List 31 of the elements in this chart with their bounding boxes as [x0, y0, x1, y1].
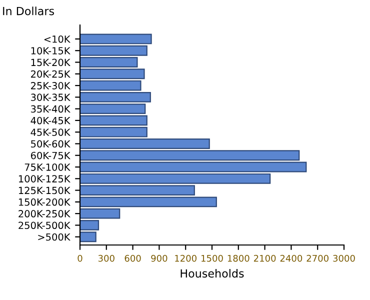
x-tick-label: 1800 — [228, 254, 250, 262]
x-tick-label: 300 — [98, 254, 114, 262]
y-tick-label: 150K-200K — [18, 198, 70, 206]
y-tick-label: 200K-250K — [18, 210, 70, 218]
x-tick-label: 600 — [124, 254, 141, 262]
x-tick-label: 2700 — [306, 254, 328, 262]
x-tick-label: 2100 — [254, 254, 276, 262]
y-tick-label: 100K-125K — [18, 175, 70, 182]
y-tick-label: 10K-15K — [31, 47, 70, 54]
y-tick-label: 20K-25K — [31, 70, 70, 78]
x-tick-label: 1200 — [175, 254, 196, 262]
y-tick-label: 30K-35K — [31, 94, 70, 101]
y-tick-label: 125K-150K — [18, 186, 70, 194]
x-tick-label: 1500 — [202, 254, 223, 262]
y-tick-label: 35K-40K — [31, 105, 70, 113]
y-tick-label: >500K — [38, 233, 70, 241]
x-tick-label: 3000 — [333, 254, 355, 262]
y-tick-label: 50K-60K — [31, 140, 70, 148]
y-tick-label: 75K-100K — [24, 163, 70, 171]
y-tick-label: 25K-30K — [31, 82, 70, 90]
y-tick-label: 40K-45K — [30, 116, 70, 124]
y-tick-label: 60K-75K — [30, 152, 70, 160]
y-axis-title: In Dollars — [3, 6, 54, 16]
y-tick-label: 250K-500K — [18, 222, 70, 230]
x-axis-title: Households — [180, 269, 244, 278]
x-tick-label: 900 — [151, 254, 168, 262]
y-tick-label: 15K-20K — [31, 58, 70, 66]
y-tick-label: <10K — [44, 35, 70, 43]
y-tick-label: 45K-50K — [30, 128, 70, 136]
x-tick-label: 0 — [78, 254, 82, 262]
x-tick-label: 2400 — [280, 254, 302, 262]
